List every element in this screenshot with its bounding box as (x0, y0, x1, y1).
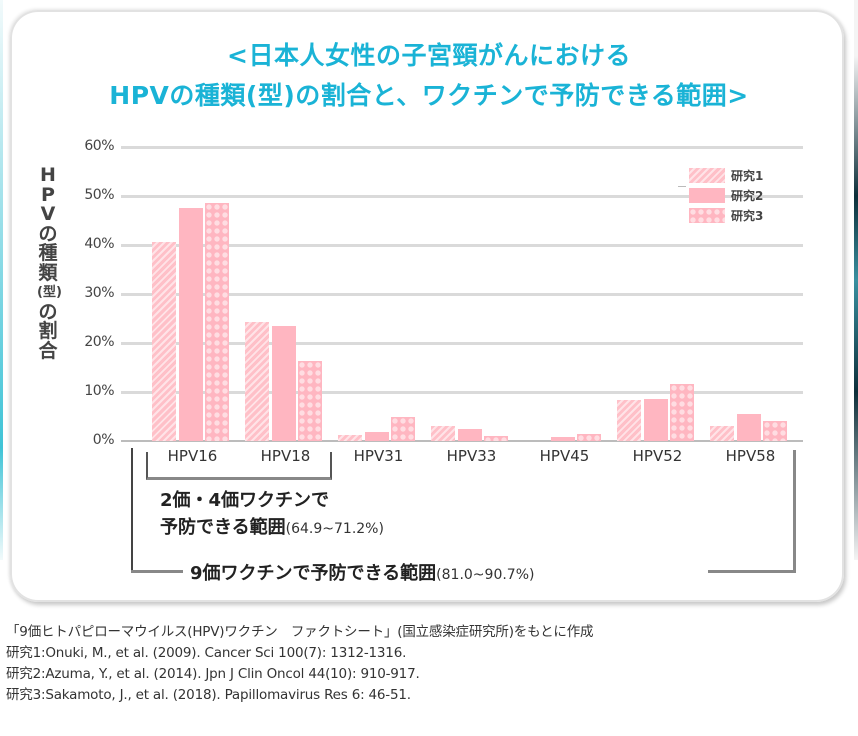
y-axis-label-char: 類 (38, 261, 58, 284)
gridline (121, 293, 803, 296)
nonavalent-bracket-right (793, 450, 796, 573)
footer-source-line: 「9価ヒトパピローマウイルス(HPV)ワクチン ファクトシート」(国立感染症研究… (6, 624, 594, 640)
bar-hpv18-study2 (272, 325, 296, 441)
bar-hpv31-study2 (365, 432, 389, 441)
bar-hpv33-study2 (458, 428, 482, 441)
y-axis-label-char: (型) (37, 285, 62, 300)
y-axis-label-char: の (38, 300, 58, 323)
y-axis-label-char: の (38, 222, 58, 245)
y-axis-label: H P V の種類 (型) の割合 (37, 164, 62, 362)
bar-hpv52-study1 (617, 399, 641, 441)
y-tick-label: 10% (84, 383, 114, 399)
y-axis-label-char: P (41, 183, 55, 206)
bar-hpv45-study3 (577, 434, 601, 441)
y-tick-label: 50% (84, 187, 114, 203)
legend: 研究1 研究2 研究3 (689, 165, 763, 225)
y-tick-label: 0% (92, 432, 115, 448)
bar-hpv58-study1 (710, 425, 734, 441)
nonavalent-bracket-bottom-right (708, 570, 796, 573)
legend-item-study3: 研究3 (689, 205, 763, 225)
solid-swatch-icon (689, 187, 725, 203)
bar-hpv31-study1 (338, 434, 362, 441)
y-axis-label-char: 割 (38, 320, 58, 342)
bar-hpv58-study3 (763, 421, 787, 441)
bar-hpv33-study3 (484, 436, 508, 441)
gridline (121, 342, 803, 345)
bar-hpv16-study1 (152, 241, 176, 441)
nonavalent-range-note: 9価ワクチンで予防できる範囲(81.0~90.7%) (190, 563, 535, 584)
bar-hpv45-study2 (551, 436, 575, 441)
y-tick-label: 20% (84, 334, 114, 350)
y-axis-label-char: H (40, 164, 56, 186)
bivalent-range-percent: (64.9~71.2%) (285, 521, 384, 537)
bar-hpv33-study1 (431, 426, 455, 441)
footer-ref-study1: 研究1:Onuki, M., et al. (2009). Cancer Sci… (6, 645, 407, 661)
gridline (121, 244, 803, 247)
x-tick-label: HPV52 (632, 447, 683, 465)
x-tick-label: HPV18 (260, 447, 311, 465)
bar-hpv18-study3 (298, 361, 322, 441)
nonavalent-bracket-left (131, 448, 133, 572)
x-tick-label: HPV33 (446, 447, 497, 465)
footer-ref-study2: 研究2:Azuma, Y., et al. (2014). Jpn J Clin… (6, 666, 420, 682)
x-axis-line (121, 440, 803, 442)
right-edge-decoration (854, 0, 858, 560)
stripe-swatch-icon (689, 167, 725, 183)
footer-ref-study3: 研究3:Sakamoto, J., et al. (2018). Papillo… (6, 687, 411, 703)
legend-item-study1: 研究1 (689, 165, 763, 185)
legend-tick-mark (678, 186, 686, 187)
bivalent-range-note: 2価・4価ワクチンで 予防できる範囲(64.9~71.2%) (160, 490, 384, 538)
x-tick-label: HPV16 (167, 447, 218, 465)
legend-item-study2: 研究2 (689, 185, 763, 205)
y-tick-label: 60% (84, 138, 114, 154)
y-axis-label-char: 合 (38, 339, 58, 362)
bar-hpv16-study3 (205, 202, 229, 441)
left-edge-decoration (0, 0, 3, 560)
bar-hpv18-study1 (245, 321, 269, 441)
bar-hpv16-study2 (179, 207, 203, 441)
y-axis-label-char: V (40, 203, 56, 225)
dot-swatch-icon (689, 207, 725, 223)
y-axis-label-char: 種 (38, 242, 58, 264)
nonavalent-range-percent: (81.0~90.7%) (436, 567, 535, 583)
bar-hpv52-study3 (670, 383, 694, 441)
x-tick-label: HPV45 (539, 447, 590, 465)
chart-title-line1: <日本人女性の子宮頸がんにおける (227, 41, 631, 70)
bar-hpv52-study2 (644, 398, 668, 441)
bivalent-range-bracket (146, 452, 332, 480)
x-tick-label: HPV31 (353, 447, 404, 465)
bar-hpv31-study3 (391, 416, 415, 441)
chart-card (10, 10, 844, 602)
y-tick-label: 30% (84, 285, 114, 301)
x-tick-label: HPV58 (725, 447, 776, 465)
nonavalent-bracket-bottom-left (131, 570, 183, 573)
bar-hpv58-study2 (737, 414, 761, 441)
gridline (121, 391, 803, 394)
chart-title-line2: HPVの種類(型)の割合と、ワクチンで予防できる範囲> (109, 81, 749, 110)
source-footer: 「9価ヒトパピローマウイルス(HPV)ワクチン ファクトシート」(国立感染症研究… (6, 622, 594, 706)
y-tick-label: 40% (84, 236, 114, 252)
gridline (121, 146, 803, 149)
gridline (121, 195, 803, 198)
